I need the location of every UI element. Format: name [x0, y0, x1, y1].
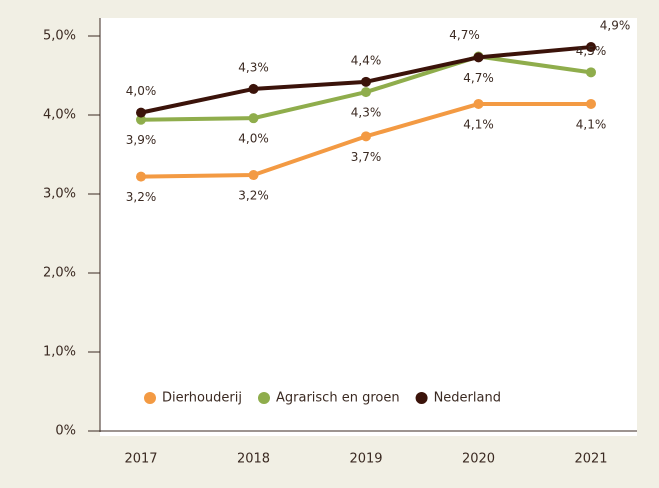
- data-label: 4,9%: [600, 19, 631, 33]
- data-label: 4,4%: [351, 53, 382, 67]
- y-tick-label: 3,0%: [43, 187, 76, 202]
- point: [473, 52, 484, 63]
- data-label: 3,2%: [238, 189, 269, 203]
- data-label: 3,9%: [126, 133, 157, 147]
- legend-label: Nederland: [434, 391, 501, 406]
- point: [248, 170, 259, 181]
- point: [136, 114, 146, 125]
- y-tick-label: 0%: [55, 424, 76, 439]
- point: [361, 76, 371, 87]
- data-label: 3,7%: [351, 150, 382, 164]
- x-tick-label: 2020: [462, 452, 495, 467]
- y-tick-label: 5,0%: [43, 29, 76, 44]
- data-label: 4,7%: [449, 28, 480, 42]
- point: [248, 113, 259, 124]
- legend-label: Agrarisch en groen: [276, 391, 400, 406]
- legend-marker: [258, 392, 270, 404]
- point: [361, 131, 371, 142]
- point: [136, 107, 146, 118]
- x-tick-label: 2021: [574, 452, 607, 467]
- legend-marker: [144, 392, 156, 404]
- data-label: 4,5%: [576, 44, 607, 58]
- y-tick-label: 2,0%: [43, 266, 76, 281]
- data-label: 4,1%: [463, 117, 494, 131]
- data-label: 4,3%: [238, 60, 269, 74]
- point: [248, 83, 259, 94]
- x-tick-label: 2018: [237, 452, 270, 467]
- point: [586, 42, 596, 53]
- data-label: 4,7%: [463, 71, 494, 85]
- data-label: 4,0%: [126, 84, 157, 98]
- point: [586, 98, 596, 109]
- point: [586, 67, 596, 78]
- legend-label: Dierhouderij: [162, 391, 242, 406]
- point: [136, 171, 146, 182]
- point: [473, 98, 484, 109]
- legend-marker: [415, 392, 428, 404]
- data-label: 4,0%: [238, 132, 269, 146]
- y-tick-label: 1,0%: [43, 345, 76, 360]
- x-tick-label: 2019: [349, 452, 382, 467]
- data-label: 3,2%: [126, 190, 157, 204]
- data-label: 4,3%: [351, 106, 382, 120]
- data-label: 4,1%: [576, 117, 607, 131]
- y-tick-label: 4,0%: [43, 108, 76, 123]
- x-tick-label: 2017: [124, 452, 157, 467]
- plot-area: [100, 18, 637, 436]
- point: [361, 87, 371, 98]
